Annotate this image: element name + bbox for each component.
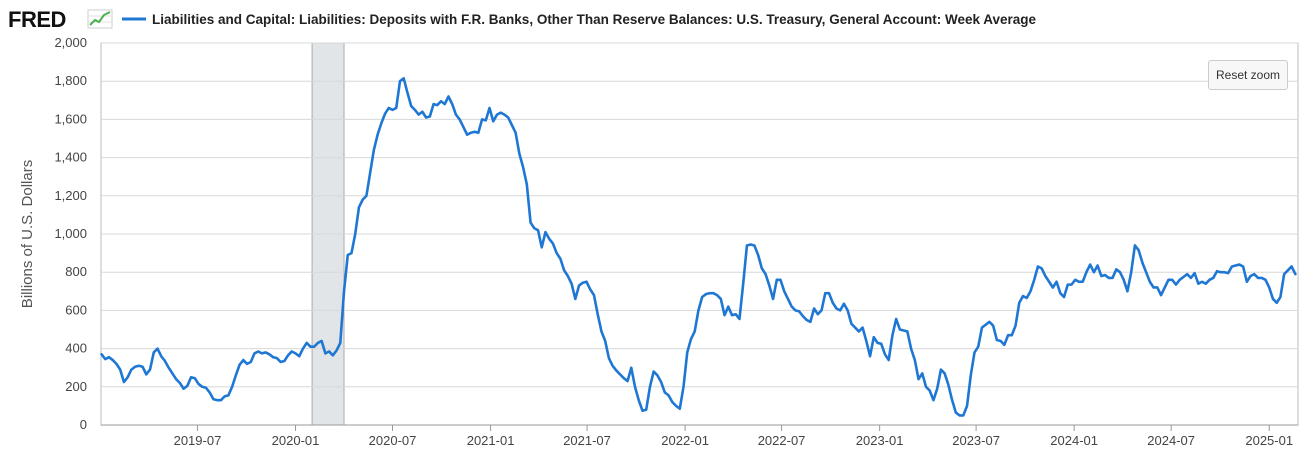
x-tick-label: 2021-07 [563,433,611,448]
y-tick-label: 2,000 [54,35,87,50]
y-tick-label: 1,800 [54,73,87,88]
reset-zoom-button[interactable]: Reset zoom [1208,60,1288,90]
x-tick-label: 2025-01 [1245,433,1293,448]
fred-logo[interactable]: FRED [8,7,113,32]
gridlines [101,42,1298,388]
y-tick-label: 200 [65,379,87,394]
legend-series-title: Liabilities and Capital: Liabilities: De… [152,12,1037,27]
y-axis-label: Billions of U.S. Dollars [19,160,36,308]
y-tick-label: 400 [65,341,87,356]
x-tick-label: 2023-07 [952,433,1000,448]
y-tick-label: 0 [80,417,87,432]
fred-logo-chart-icon [87,9,113,29]
x-tick-label: 2021-01 [467,433,515,448]
x-axis-ticks: 2019-07 2020-01 2020-07 2021-01 2021-07 2022-… [174,425,1293,448]
y-tick-label: 1,400 [54,150,87,165]
series-line[interactable] [100,77,1297,417]
x-tick-label: 2022-07 [758,433,806,448]
x-tick-label: 2020-07 [369,433,417,448]
y-tick-label: 600 [65,302,87,317]
y-tick-label: 1,600 [54,111,87,126]
x-tick-label: 2022-01 [661,433,709,448]
x-tick-label: 2024-07 [1147,433,1195,448]
x-tick-label: 2019-07 [174,433,222,448]
x-tick-label: 2023-01 [856,433,904,448]
fred-logo-text: FRED [8,7,66,32]
y-tick-label: 1,200 [54,188,87,203]
y-axis-ticks: 0 200 400 600 800 1,000 1,200 1,400 1,600 1,800 2,… [54,35,87,432]
x-tick-label: 2024-01 [1050,433,1098,448]
y-tick-label: 1,000 [54,226,87,241]
x-tick-label: 2020-01 [272,433,320,448]
legend[interactable]: Liabilities and Capital: Liabilities: De… [122,12,1037,27]
y-tick-label: 800 [65,264,87,279]
